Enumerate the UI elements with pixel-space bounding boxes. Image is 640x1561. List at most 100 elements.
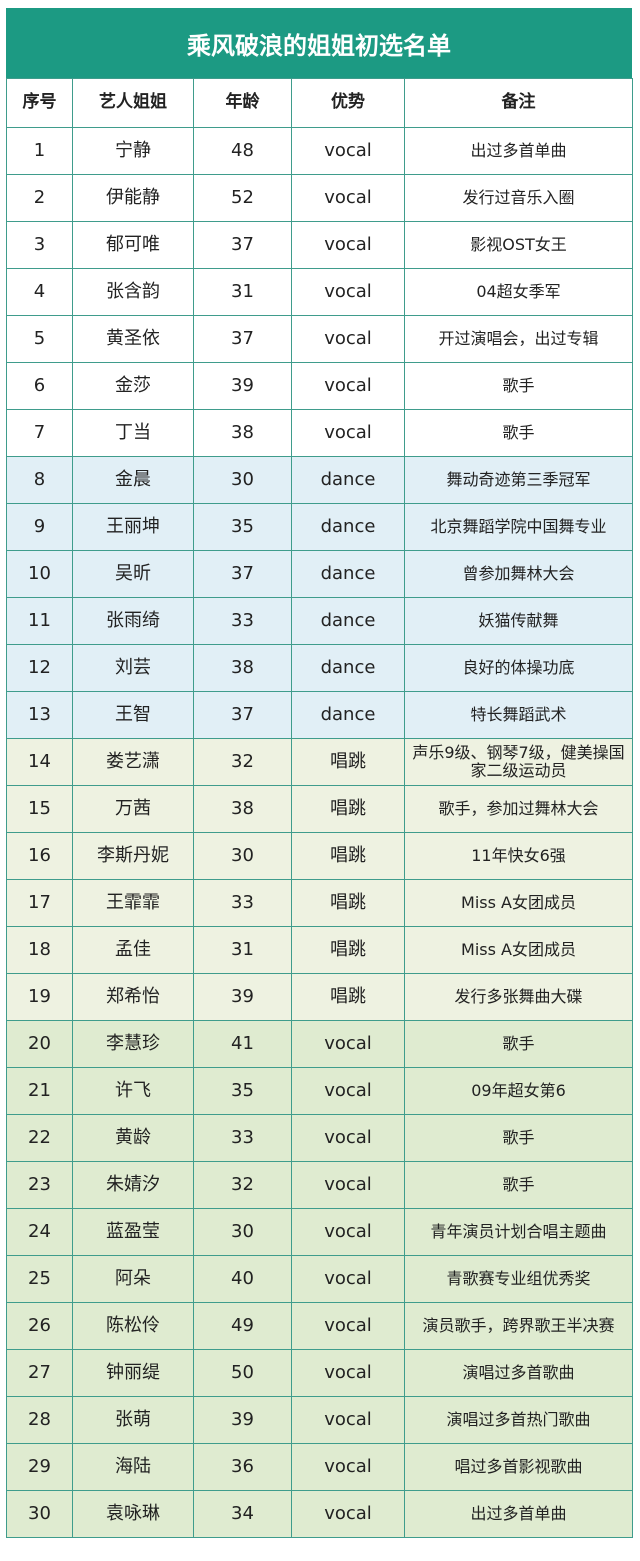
cell-age: 33 [193, 1114, 292, 1162]
cell-number: 20 [6, 1020, 73, 1068]
cell-number: 27 [6, 1349, 73, 1397]
cell-name: 钟丽缇 [72, 1349, 194, 1397]
table-row: 9 王丽坤 35 dance 北京舞蹈学院中国舞专业 [6, 503, 633, 551]
cell-skill: vocal [291, 127, 405, 175]
cell-note: 04超女季军 [404, 268, 633, 316]
cell-age: 37 [193, 315, 292, 363]
cell-age: 32 [193, 738, 292, 786]
cell-skill: vocal [291, 1490, 405, 1538]
table-row: 1 宁静 48 vocal 出过多首单曲 [6, 127, 633, 175]
cell-skill: 唱跳 [291, 832, 405, 880]
cell-name: 蓝盈莹 [72, 1208, 194, 1256]
table-row: 7 丁当 38 vocal 歌手 [6, 409, 633, 457]
cell-name: 黄龄 [72, 1114, 194, 1162]
cell-note: 出过多首单曲 [404, 1490, 633, 1538]
cell-number: 15 [6, 785, 73, 833]
cell-note: 影视OST女王 [404, 221, 633, 269]
cell-skill: dance [291, 644, 405, 692]
table-row: 30 袁咏琳 34 vocal 出过多首单曲 [6, 1490, 633, 1538]
cell-number: 30 [6, 1490, 73, 1538]
cell-age: 52 [193, 174, 292, 222]
cell-number: 21 [6, 1067, 73, 1115]
cell-age: 30 [193, 832, 292, 880]
cell-number: 8 [6, 456, 73, 504]
table-row: 28 张萌 39 vocal 演唱过多首热门歌曲 [6, 1396, 633, 1444]
cell-name: 伊能静 [72, 174, 194, 222]
cell-name: 金莎 [72, 362, 194, 410]
header-number: 序号 [6, 78, 73, 128]
cell-note: 青年演员计划合唱主题曲 [404, 1208, 633, 1256]
table-row: 17 王霏霏 33 唱跳 Miss A女团成员 [6, 879, 633, 927]
table-row: 29 海陆 36 vocal 唱过多首影视歌曲 [6, 1443, 633, 1491]
table-row: 11 张雨绮 33 dance 妖猫传献舞 [6, 597, 633, 645]
table-row: 26 陈松伶 49 vocal 演员歌手，跨界歌王半决赛 [6, 1302, 633, 1350]
table-row: 2 伊能静 52 vocal 发行过音乐入圈 [6, 174, 633, 222]
cell-number: 13 [6, 691, 73, 739]
cell-number: 14 [6, 738, 73, 786]
cell-skill: vocal [291, 409, 405, 457]
cell-name: 宁静 [72, 127, 194, 175]
cell-skill: vocal [291, 1396, 405, 1444]
cell-number: 9 [6, 503, 73, 551]
cell-age: 30 [193, 1208, 292, 1256]
table-row: 19 郑希怡 39 唱跳 发行多张舞曲大碟 [6, 973, 633, 1021]
cell-age: 31 [193, 926, 292, 974]
table-row: 6 金莎 39 vocal 歌手 [6, 362, 633, 410]
header-age: 年龄 [193, 78, 292, 128]
table-row: 5 黄圣依 37 vocal 开过演唱会，出过专辑 [6, 315, 633, 363]
cell-name: 阿朵 [72, 1255, 194, 1303]
cell-skill: vocal [291, 1114, 405, 1162]
table-row: 18 孟佳 31 唱跳 Miss A女团成员 [6, 926, 633, 974]
table-row: 27 钟丽缇 50 vocal 演唱过多首歌曲 [6, 1349, 633, 1397]
cell-name: 王智 [72, 691, 194, 739]
cell-note: 声乐9级、钢琴7级，健美操国家二级运动员 [404, 738, 633, 786]
cell-age: 31 [193, 268, 292, 316]
cell-skill: vocal [291, 1255, 405, 1303]
cell-name: 袁咏琳 [72, 1490, 194, 1538]
cell-skill: vocal [291, 315, 405, 363]
cell-number: 12 [6, 644, 73, 692]
cell-age: 38 [193, 644, 292, 692]
cell-name: 郁可唯 [72, 221, 194, 269]
cell-number: 26 [6, 1302, 73, 1350]
cell-name: 王丽坤 [72, 503, 194, 551]
cell-note: 北京舞蹈学院中国舞专业 [404, 503, 633, 551]
cell-number: 18 [6, 926, 73, 974]
header-note: 备注 [404, 78, 633, 128]
cell-number: 24 [6, 1208, 73, 1256]
cell-skill: 唱跳 [291, 879, 405, 927]
cell-age: 37 [193, 550, 292, 598]
cell-age: 50 [193, 1349, 292, 1397]
table-row: 25 阿朵 40 vocal 青歌赛专业组优秀奖 [6, 1255, 633, 1303]
cell-skill: dance [291, 456, 405, 504]
cell-skill: dance [291, 503, 405, 551]
table-row: 4 张含韵 31 vocal 04超女季军 [6, 268, 633, 316]
cell-note: 11年快女6强 [404, 832, 633, 880]
table-row: 20 李慧珍 41 vocal 歌手 [6, 1020, 633, 1068]
contestant-table: 序号 艺人姐姐 年龄 优势 备注 1 宁静 48 vocal 出过多首单曲 2 伊能静 52 v… [6, 78, 633, 1538]
cell-note: 09年超女第6 [404, 1067, 633, 1115]
cell-age: 41 [193, 1020, 292, 1068]
cell-skill: vocal [291, 1208, 405, 1256]
cell-note: 曾参加舞林大会 [404, 550, 633, 598]
cell-name: 李慧珍 [72, 1020, 194, 1068]
cell-name: 张萌 [72, 1396, 194, 1444]
cell-name: 万茜 [72, 785, 194, 833]
cell-number: 19 [6, 973, 73, 1021]
cell-skill: 唱跳 [291, 785, 405, 833]
table-row: 12 刘芸 38 dance 良好的体操功底 [6, 644, 633, 692]
cell-skill: vocal [291, 1349, 405, 1397]
table-row: 10 吴昕 37 dance 曾参加舞林大会 [6, 550, 633, 598]
cell-note: Miss A女团成员 [404, 926, 633, 974]
table-row: 15 万茜 38 唱跳 歌手，参加过舞林大会 [6, 785, 633, 833]
cell-name: 吴昕 [72, 550, 194, 598]
cell-note: 良好的体操功底 [404, 644, 633, 692]
cell-skill: dance [291, 691, 405, 739]
cell-note: 发行多张舞曲大碟 [404, 973, 633, 1021]
cell-age: 37 [193, 691, 292, 739]
cell-name: 张雨绮 [72, 597, 194, 645]
cell-number: 23 [6, 1161, 73, 1209]
cell-name: 李斯丹妮 [72, 832, 194, 880]
cell-note: 歌手，参加过舞林大会 [404, 785, 633, 833]
cell-age: 34 [193, 1490, 292, 1538]
